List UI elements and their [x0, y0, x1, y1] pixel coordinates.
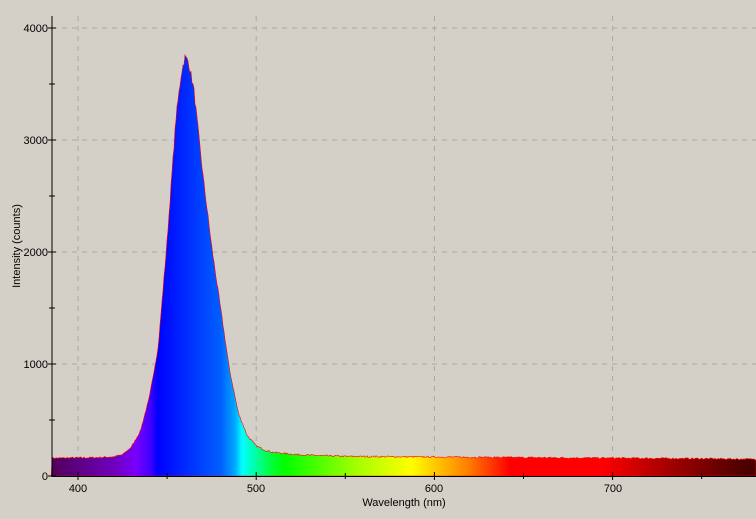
x-tick-label-400: 400 [69, 483, 87, 495]
y-tick-label-3000: 3000 [24, 135, 48, 147]
x-tick-label-600: 600 [425, 483, 443, 495]
spectrum-area [50, 54, 756, 477]
y-tick-label-4000: 4000 [24, 23, 48, 35]
y-axis-label: Intensity (counts) [11, 204, 23, 288]
grid-lines [52, 16, 756, 476]
x-tick-label-500: 500 [247, 483, 265, 495]
axis-ticks [48, 27, 703, 480]
y-tick-label-1000: 1000 [24, 359, 48, 371]
y-tick-label-0: 0 [42, 471, 48, 483]
x-tick-label-700: 700 [604, 483, 622, 495]
y-tick-label-2000: 2000 [24, 247, 48, 259]
x-axis-label: Wavelength (nm) [362, 497, 445, 509]
